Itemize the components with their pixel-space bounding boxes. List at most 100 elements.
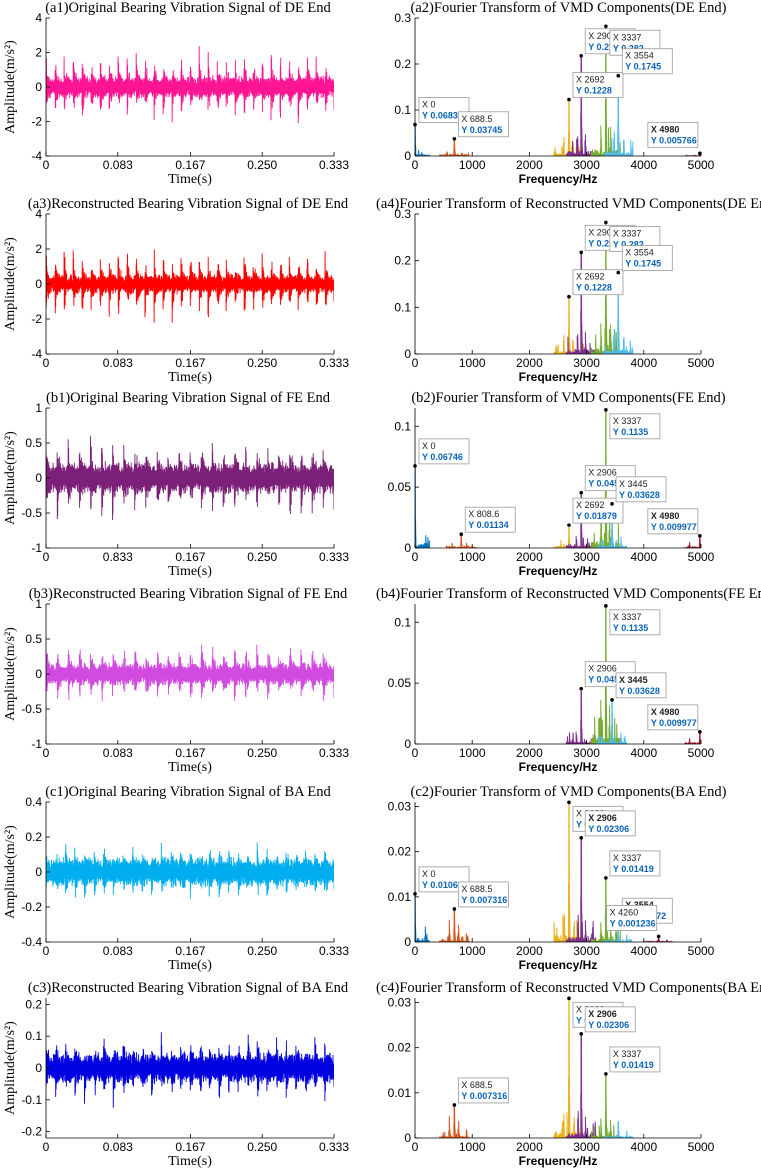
x-tick-label: 0: [43, 158, 50, 172]
x-tick-label: 2000: [516, 356, 543, 370]
datatip-marker[interactable]: [579, 250, 584, 255]
datatip[interactable]: X 688.5Y 0.03745: [457, 111, 509, 138]
chart-title: (a4)Fourier Transform of Reconstructed V…: [376, 196, 761, 212]
datatip-marker[interactable]: [413, 892, 417, 896]
datatip-marker[interactable]: [413, 122, 417, 127]
x-tick-label: 3000: [573, 1140, 600, 1154]
x-tick-label: 3000: [573, 550, 600, 564]
y-tick-label: 2: [35, 242, 42, 256]
datatip-marker[interactable]: [452, 907, 457, 911]
axes: [414, 213, 702, 355]
x-axis-label: Frequency/Hz: [519, 172, 598, 186]
x-tick-label: 4000: [630, 158, 657, 172]
datatip-marker[interactable]: [604, 220, 608, 225]
x-tick-label: 0.250: [247, 746, 277, 760]
datatip[interactable]: X 808.6Y 0.01134: [464, 506, 516, 533]
datatip[interactable]: X 0Y 0.06746: [418, 438, 470, 465]
x-tick-label: 0.083: [103, 1140, 133, 1154]
datatip-marker[interactable]: [616, 73, 621, 78]
datatip-marker[interactable]: [579, 1032, 584, 1036]
panel-a2: (a2)Fourier Transform of VMD Components(…: [376, 0, 761, 196]
datatip-x: X 2692: [576, 75, 605, 85]
datatip-marker[interactable]: [567, 294, 571, 299]
x-tick-label: 0.250: [247, 944, 277, 958]
panel-b4: (b4)Fourier Transform of Reconstructed V…: [376, 586, 761, 782]
datatip-marker[interactable]: [610, 698, 614, 702]
chart-title: (a2)Fourier Transform of VMD Components(…: [410, 0, 727, 16]
chart-svg-a2: 0 1000 2000 3000 4000 5000 0 0.1 0.2 0.3 Frequency…: [394, 11, 714, 186]
plot-area: [46, 842, 334, 899]
datatip-marker[interactable]: [616, 270, 621, 275]
y-tick-label: 0.05: [388, 676, 412, 690]
y-tick-label: -4: [31, 149, 42, 163]
datatip-y: Y 0.2179: [588, 238, 624, 248]
datatip-y: Y 0.1228: [576, 86, 612, 96]
x-tick-label: 0.083: [103, 944, 133, 958]
x-tick-label: 0: [43, 944, 50, 958]
y-tick-label: -1: [31, 541, 42, 555]
datatip-marker[interactable]: [567, 97, 571, 102]
datatip-marker[interactable]: [604, 876, 608, 880]
datatip-marker[interactable]: [604, 1072, 608, 1076]
y-tick-label: 0.2: [394, 254, 411, 268]
spectrum-IMF1: [415, 893, 430, 942]
datatip[interactable]: X 688.5Y 0.007316: [457, 1077, 509, 1104]
y-tick-label: -0.1: [21, 1093, 42, 1107]
y-tick-label: 1: [35, 597, 42, 611]
chart-title: (b3)Reconstructed Bearing Vibration Sign…: [28, 586, 348, 602]
plot-area: [46, 1032, 334, 1108]
datatip-marker[interactable]: [579, 53, 584, 58]
x-axis-label: Frequency/Hz: [519, 760, 598, 774]
datatip-y: Y 0.009977: [651, 522, 697, 532]
datatip-marker[interactable]: [698, 730, 702, 734]
datatip-y: Y 0.01879: [576, 511, 617, 521]
datatip-marker[interactable]: [698, 151, 702, 156]
datatip-marker[interactable]: [579, 836, 584, 840]
datatip-marker[interactable]: [579, 686, 584, 691]
datatip-marker[interactable]: [413, 464, 417, 468]
datatip-y: Y 0.2179: [588, 42, 624, 52]
x-tick-label: 1000: [459, 158, 486, 172]
datatip-marker[interactable]: [610, 502, 614, 506]
datatip-marker[interactable]: [567, 996, 571, 1001]
plot-area: [46, 249, 334, 323]
y-tick-label: 0.02: [388, 845, 412, 859]
datatip-marker[interactable]: [698, 534, 702, 538]
x-axis-label: Time(s): [168, 172, 212, 187]
datatip-y: Y 0.007316: [461, 895, 507, 905]
datatip-marker[interactable]: [656, 934, 661, 939]
datatip-marker[interactable]: [567, 800, 571, 805]
datatip-marker[interactable]: [452, 1103, 457, 1107]
y-tick-label: 0.1: [394, 419, 411, 433]
datatip[interactable]: X 688.5Y 0.007316: [457, 881, 509, 908]
datatip-marker[interactable]: [567, 523, 571, 527]
datatip-marker[interactable]: [604, 408, 608, 412]
panel-b3: (b3)Reconstructed Bearing Vibration Sign…: [0, 586, 376, 782]
spectrum-IMF7: [684, 536, 701, 548]
x-tick-label: 0.333: [319, 1140, 349, 1154]
datatip-marker[interactable]: [459, 532, 464, 536]
datatip-marker[interactable]: [604, 24, 608, 29]
datatip-marker[interactable]: [452, 136, 457, 141]
datatip-marker[interactable]: [604, 604, 608, 608]
chart-title: (b4)Fourier Transform of Reconstructed V…: [376, 586, 761, 602]
datatip-x: X 2906: [588, 1009, 617, 1019]
datatip-marker[interactable]: [579, 490, 584, 495]
